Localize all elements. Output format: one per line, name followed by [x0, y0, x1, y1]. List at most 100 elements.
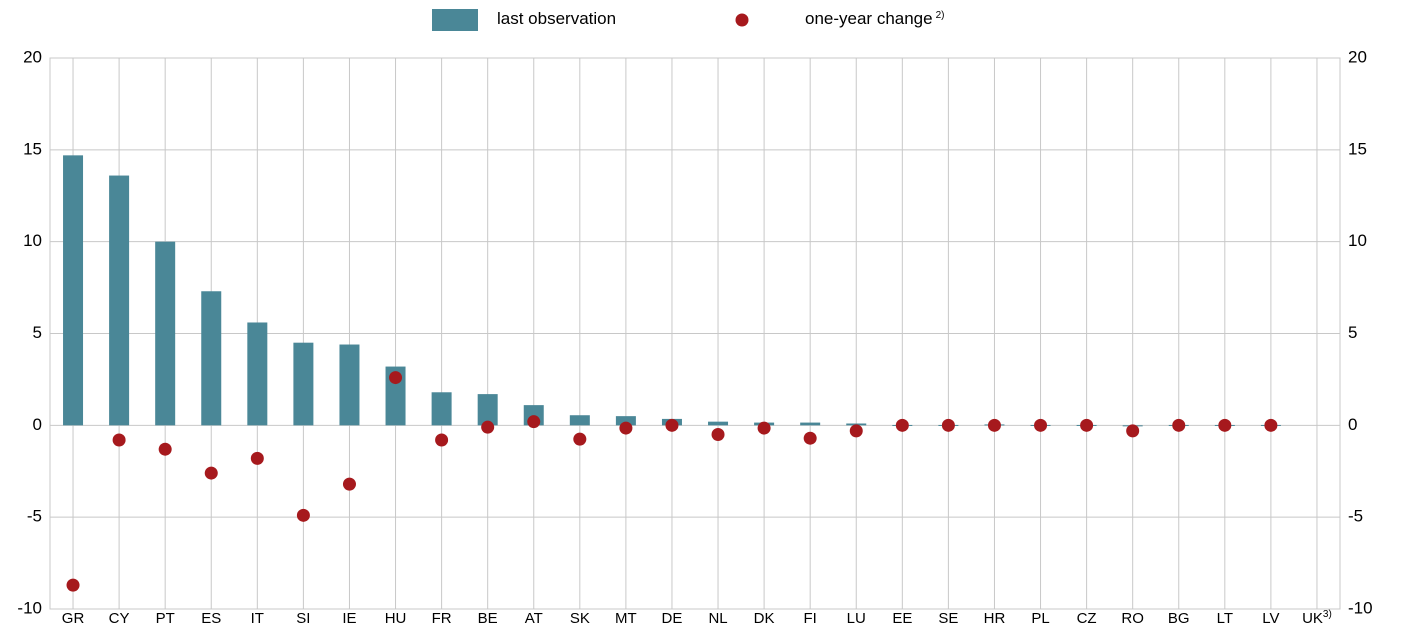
dot	[1218, 418, 1232, 432]
y2-tick-label: 10	[1348, 231, 1367, 250]
bar	[155, 241, 176, 426]
bar	[708, 421, 729, 426]
y-tick-label: -5	[27, 507, 42, 526]
y-tick-label: 0	[33, 415, 42, 434]
x-tick-text: EE	[892, 610, 912, 627]
dot	[296, 508, 310, 522]
x-tick-text: SI	[296, 610, 310, 627]
x-tick-label: LV	[1262, 610, 1279, 627]
x-tick-label: MT	[615, 610, 637, 627]
y2-tick-label: 0	[1348, 415, 1357, 434]
dot	[1172, 418, 1186, 432]
legend-text: last observation	[497, 9, 616, 28]
x-tick-label: HU	[385, 610, 407, 627]
y-tick-label: -10	[17, 598, 42, 617]
dot	[665, 418, 679, 432]
dot	[1126, 424, 1140, 438]
x-tick-label: CY	[109, 610, 130, 627]
dot	[1034, 418, 1048, 432]
x-tick-text: DK	[754, 610, 775, 627]
y-tick-label: 20	[23, 47, 42, 66]
x-tick-text: NL	[708, 610, 727, 627]
legend-label: one-year change 2)	[805, 9, 945, 28]
x-tick-label: PT	[156, 610, 175, 627]
x-tick-label: DK	[754, 610, 775, 627]
x-tick-text: HU	[385, 610, 407, 627]
bar	[477, 394, 498, 426]
x-tick-text: IE	[342, 610, 356, 627]
x-tick-label: IT	[251, 610, 264, 627]
dot	[803, 431, 817, 445]
dot	[987, 418, 1001, 432]
x-tick-text: HR	[984, 610, 1006, 627]
dot	[66, 578, 80, 592]
x-tick-text: LU	[847, 610, 866, 627]
x-tick-label: BG	[1168, 610, 1190, 627]
x-tick-text: BG	[1168, 610, 1190, 627]
legend-label: last observation	[497, 9, 616, 28]
x-tick-label: GR	[62, 610, 85, 627]
bar	[293, 342, 314, 426]
bar	[431, 392, 452, 426]
legend-swatch	[432, 9, 478, 31]
x-tick-label: DE	[662, 610, 683, 627]
x-tick-label: LU	[847, 610, 866, 627]
bar	[569, 415, 590, 426]
y-tick-label: 15	[23, 139, 42, 158]
x-tick-label: IE	[342, 610, 356, 627]
x-tick-text: RO	[1121, 610, 1144, 627]
x-tick-label: FR	[432, 610, 452, 627]
dot	[250, 451, 264, 465]
legend-note: 2)	[936, 10, 945, 21]
bar	[339, 344, 360, 426]
y-tick-label: 5	[33, 323, 42, 342]
x-tick-text: MT	[615, 610, 637, 627]
x-tick-text: AT	[525, 610, 543, 627]
x-tick-text: LT	[1217, 610, 1233, 627]
x-tick-label: RO	[1121, 610, 1144, 627]
x-tick-label: HR	[984, 610, 1006, 627]
dot	[619, 421, 633, 435]
x-tick-text: DE	[662, 610, 683, 627]
dot	[711, 428, 725, 442]
y2-tick-label: 15	[1348, 139, 1367, 158]
bar	[201, 291, 222, 426]
bar	[63, 155, 84, 426]
bar	[247, 322, 268, 426]
x-tick-label: SE	[938, 610, 958, 627]
dot	[481, 420, 495, 434]
x-tick-text: SK	[570, 610, 590, 627]
dot	[204, 466, 218, 480]
dot	[1080, 418, 1094, 432]
x-tick-label: ES	[201, 610, 221, 627]
legend-swatch	[735, 13, 749, 27]
x-tick-text: IT	[251, 610, 264, 627]
x-tick-text: FR	[432, 610, 452, 627]
x-tick-text: PT	[156, 610, 175, 627]
dot	[342, 477, 356, 491]
y2-tick-label: 20	[1348, 47, 1367, 66]
bar	[615, 416, 636, 426]
x-tick-text: BE	[478, 610, 498, 627]
dot	[573, 432, 587, 446]
dot	[941, 418, 955, 432]
x-tick-label: SK	[570, 610, 590, 627]
x-tick-text: FI	[804, 610, 817, 627]
x-tick-label: LT	[1217, 610, 1233, 627]
x-tick-label: NL	[708, 610, 727, 627]
dot	[757, 421, 771, 435]
x-tick-label: BE	[478, 610, 498, 627]
dot	[895, 418, 909, 432]
x-tick-text: ES	[201, 610, 221, 627]
x-tick-label: AT	[525, 610, 543, 627]
y-tick-label: 10	[23, 231, 42, 250]
legend-text: one-year change	[805, 9, 933, 28]
bar	[800, 422, 821, 426]
dot	[112, 433, 126, 447]
x-tick-text: CY	[109, 610, 130, 627]
dot	[389, 371, 403, 385]
y2-tick-label: 5	[1348, 323, 1357, 342]
x-tick-label: UK3)	[1302, 609, 1332, 627]
x-tick-text: CZ	[1077, 610, 1097, 627]
